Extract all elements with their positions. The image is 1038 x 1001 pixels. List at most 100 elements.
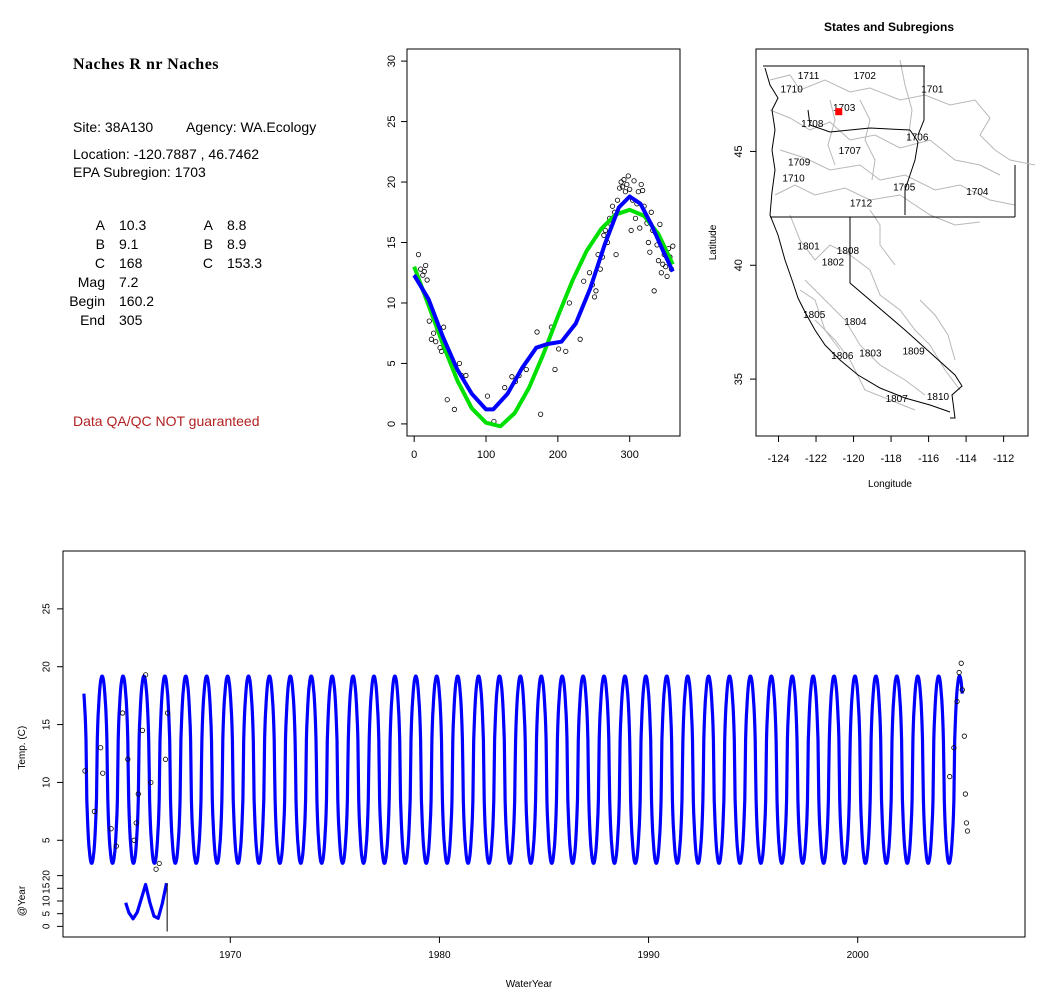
param-value: 153.3 bbox=[227, 255, 263, 271]
data-point bbox=[640, 187, 646, 194]
plot-frame bbox=[406, 48, 681, 437]
inset-y-tick-label: 20 bbox=[42, 870, 53, 882]
data-point bbox=[651, 288, 657, 294]
data-point bbox=[428, 336, 435, 342]
data-point bbox=[534, 329, 540, 335]
subregion-label: 1809 bbox=[902, 346, 925, 357]
data-point bbox=[613, 251, 619, 258]
y-tick-label: 20 bbox=[42, 661, 53, 673]
subregion-label: 1710 bbox=[782, 173, 805, 184]
subregion-label: 1808 bbox=[837, 246, 860, 257]
y-tick-label: 25 bbox=[386, 115, 398, 127]
data-point bbox=[552, 366, 558, 373]
data-point bbox=[602, 227, 608, 234]
y-tick-label: 40 bbox=[733, 259, 745, 271]
observation-point bbox=[959, 687, 965, 693]
data-point bbox=[563, 348, 569, 354]
observation-point bbox=[963, 820, 970, 826]
param-value: 305 bbox=[119, 312, 143, 328]
x-tick-label: -116 bbox=[918, 453, 939, 465]
x-tick-label: 1970 bbox=[219, 950, 242, 961]
x-axis-label: WaterYear bbox=[506, 979, 553, 990]
x-axis-label: Longitude bbox=[868, 479, 912, 490]
observation-point bbox=[962, 791, 968, 797]
data-point bbox=[617, 185, 623, 191]
subregion-label: 1804 bbox=[844, 317, 867, 328]
y-tick-label: 35 bbox=[733, 373, 745, 385]
subregion-boundary bbox=[869, 209, 896, 266]
subregion-label: 1806 bbox=[831, 351, 854, 362]
param-label: A bbox=[95, 217, 105, 233]
qa-note: Data QA/QC NOT guaranteed bbox=[73, 413, 260, 429]
y-axis-label: Temp. (C) bbox=[17, 726, 28, 770]
subregion-label: 1704 bbox=[966, 187, 989, 198]
subregion-label: 1805 bbox=[803, 310, 826, 321]
data-point bbox=[625, 173, 631, 179]
y-tick-label: 10 bbox=[42, 776, 53, 788]
site-title: Naches R nr Naches bbox=[73, 56, 220, 73]
or-id-border bbox=[904, 129, 919, 215]
param-value: 160.2 bbox=[119, 293, 155, 309]
observation-point bbox=[125, 756, 131, 762]
data-point bbox=[593, 288, 599, 294]
data-point bbox=[648, 209, 654, 215]
sine-fit-line bbox=[412, 207, 675, 429]
subregion-boundary bbox=[804, 279, 926, 396]
observation-point bbox=[162, 756, 169, 762]
ca-nv-border bbox=[849, 217, 963, 419]
data-point bbox=[638, 181, 644, 188]
param-label: Mag bbox=[77, 274, 105, 290]
data-point bbox=[484, 393, 491, 399]
data-point bbox=[601, 232, 607, 238]
subregion-label: 1712 bbox=[850, 198, 873, 209]
observation-point bbox=[947, 774, 953, 780]
observation-point bbox=[156, 860, 162, 867]
x-tick-label: 200 bbox=[549, 449, 567, 461]
param-value: 7.2 bbox=[119, 274, 139, 290]
data-point bbox=[502, 385, 508, 391]
subregion-label: 1706 bbox=[906, 132, 929, 143]
y-tick-label: 20 bbox=[386, 176, 398, 188]
data-point bbox=[451, 406, 458, 412]
param-value: 8.9 bbox=[227, 236, 247, 252]
observation-point bbox=[113, 843, 119, 849]
y-axis-label: Latitude bbox=[708, 224, 719, 260]
epa-subregion: EPA Subregion: 1703 bbox=[73, 164, 206, 180]
x-tick-label: 1980 bbox=[428, 950, 451, 961]
subregion-label: 1707 bbox=[839, 146, 862, 157]
x-tick-label: 100 bbox=[477, 449, 495, 461]
subregion-boundary bbox=[789, 214, 961, 391]
y-tick-label: 15 bbox=[42, 719, 53, 731]
subregion-label: 1711 bbox=[798, 71, 820, 82]
subregion-boundary bbox=[769, 109, 1001, 176]
y-tick-label: 45 bbox=[733, 145, 745, 157]
observation-point bbox=[153, 866, 159, 872]
data-point bbox=[463, 372, 469, 379]
observation-point bbox=[148, 779, 154, 786]
data-point bbox=[631, 178, 637, 184]
param-value: 10.3 bbox=[119, 217, 147, 233]
data-point bbox=[591, 294, 598, 300]
observation-point bbox=[82, 768, 88, 774]
inset-y-axis-label: @Year bbox=[17, 885, 28, 916]
spline-fit-line bbox=[412, 194, 675, 412]
param-label: B bbox=[203, 236, 213, 252]
x-tick-label: -114 bbox=[955, 453, 976, 465]
observation-point bbox=[164, 710, 171, 716]
observation-point bbox=[91, 808, 97, 814]
subregion-label: 1802 bbox=[822, 258, 845, 269]
x-tick-label: 300 bbox=[621, 449, 639, 461]
x-tick-label: -112 bbox=[993, 453, 1014, 465]
observation-point bbox=[964, 828, 971, 834]
data-point bbox=[614, 197, 621, 203]
inset-y-tick-label: 10 bbox=[42, 895, 53, 907]
data-point bbox=[566, 300, 572, 306]
data-point bbox=[621, 177, 627, 183]
data-point bbox=[647, 249, 653, 255]
data-point bbox=[658, 270, 664, 276]
data-point bbox=[635, 189, 641, 195]
subregion-label: 1810 bbox=[927, 392, 950, 403]
subregion-boundary bbox=[779, 149, 1016, 206]
data-point bbox=[430, 330, 437, 336]
